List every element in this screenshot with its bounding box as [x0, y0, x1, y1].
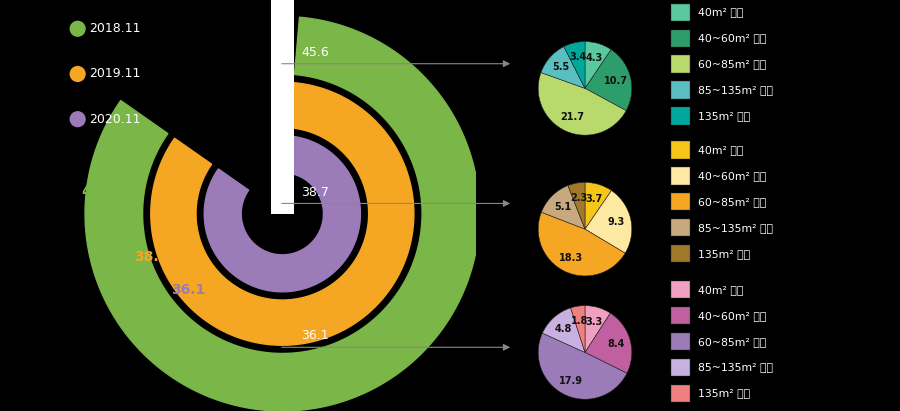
- Text: 135m² 초과: 135m² 초과: [698, 111, 750, 121]
- Text: 45.6: 45.6: [81, 184, 119, 199]
- Polygon shape: [204, 136, 360, 292]
- Text: 2020.11: 2020.11: [89, 113, 140, 126]
- Wedge shape: [585, 42, 611, 88]
- Text: 21.7: 21.7: [560, 113, 584, 122]
- Text: 60~85m² 이하: 60~85m² 이하: [698, 337, 766, 346]
- Wedge shape: [585, 182, 611, 229]
- Wedge shape: [568, 182, 585, 229]
- Text: 45.6: 45.6: [302, 46, 329, 59]
- Wedge shape: [542, 185, 585, 229]
- Text: 2018.11: 2018.11: [89, 22, 140, 35]
- Text: 36.1: 36.1: [302, 329, 329, 342]
- Wedge shape: [564, 42, 585, 88]
- Text: 3.4: 3.4: [569, 53, 586, 62]
- Wedge shape: [585, 50, 632, 111]
- Text: 18.3: 18.3: [559, 253, 583, 263]
- Text: 36.1: 36.1: [171, 283, 205, 297]
- Wedge shape: [538, 333, 627, 399]
- Text: 38.7: 38.7: [134, 250, 168, 264]
- Wedge shape: [541, 46, 585, 88]
- Text: 10.7: 10.7: [604, 76, 628, 86]
- Polygon shape: [86, 17, 480, 411]
- Text: 40m² 이하: 40m² 이하: [698, 7, 742, 17]
- Wedge shape: [571, 306, 585, 353]
- Text: 40~60m² 이하: 40~60m² 이하: [698, 311, 766, 321]
- Text: 85~135m² 이하: 85~135m² 이하: [698, 85, 772, 95]
- Text: 2.3: 2.3: [571, 193, 588, 203]
- Text: 38.7: 38.7: [302, 185, 329, 199]
- FancyBboxPatch shape: [271, 0, 293, 214]
- Text: 4.3: 4.3: [586, 53, 603, 63]
- Wedge shape: [585, 313, 632, 373]
- Text: 40m² 이하: 40m² 이하: [698, 285, 742, 295]
- Text: 1.8: 1.8: [572, 316, 589, 326]
- Polygon shape: [151, 83, 414, 345]
- Text: 40~60m² 이하: 40~60m² 이하: [698, 171, 766, 181]
- Text: 3.7: 3.7: [586, 194, 603, 204]
- Text: 9.3: 9.3: [608, 217, 625, 227]
- Text: 8.4: 8.4: [607, 339, 625, 349]
- Text: 85~135m² 이하: 85~135m² 이하: [698, 363, 772, 372]
- Text: 40~60m² 이하: 40~60m² 이하: [698, 33, 766, 43]
- Text: 2019.11: 2019.11: [89, 67, 140, 81]
- Text: 5.1: 5.1: [554, 202, 572, 212]
- Circle shape: [70, 21, 85, 36]
- Text: 4.8: 4.8: [555, 324, 572, 334]
- Text: 3.3: 3.3: [585, 317, 603, 327]
- Text: 135m² 초과: 135m² 초과: [698, 249, 750, 259]
- Text: 60~85m² 이하: 60~85m² 이하: [698, 197, 766, 207]
- Text: 17.9: 17.9: [560, 376, 583, 386]
- Wedge shape: [585, 191, 632, 253]
- Text: 135m² 초과: 135m² 초과: [698, 388, 750, 398]
- Circle shape: [70, 112, 85, 127]
- Text: 5.5: 5.5: [553, 62, 570, 72]
- Wedge shape: [538, 73, 626, 135]
- Wedge shape: [585, 306, 610, 353]
- Text: 60~85m² 이하: 60~85m² 이하: [698, 59, 766, 69]
- Text: 85~135m² 이하: 85~135m² 이하: [698, 223, 772, 233]
- Text: 40m² 이하: 40m² 이하: [698, 145, 742, 155]
- Circle shape: [70, 67, 85, 81]
- Wedge shape: [538, 212, 625, 276]
- Wedge shape: [543, 308, 585, 353]
